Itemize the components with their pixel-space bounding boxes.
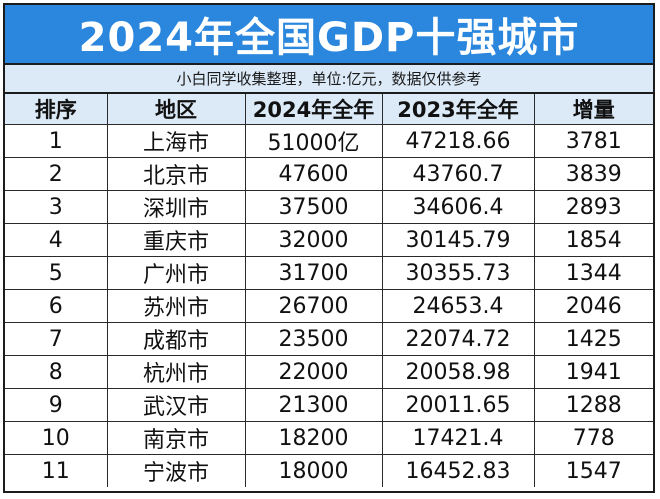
table-row: 1 上海市 51000亿 47218.66 3781 [5,124,653,158]
table-row: 9 武汉市 21300 20011.65 1288 [5,388,653,422]
gdp-2023-cell: 16452.83 [381,454,535,487]
column-header-increase: 增量 [533,94,653,125]
column-header-2024: 2024年全年 [244,94,383,125]
subtitle-note: 小白同学收集整理，单位:亿元，数据仅供参考 [5,65,653,94]
increase-cell: 1425 [533,322,653,356]
rank-cell: 7 [5,322,108,356]
gdp-2023-cell: 43760.7 [381,157,535,191]
rank-cell: 6 [5,289,108,323]
table-row: 6 苏州市 26700 24653.4 2046 [5,289,653,323]
increase-cell: 2893 [533,190,653,224]
column-header-region: 地区 [106,94,246,125]
region-cell: 苏州市 [106,289,246,323]
gdp-2024-cell: 47600 [244,157,383,191]
table-header-row: 排序 地区 2024年全年 2023年全年 增量 [5,94,653,125]
region-cell: 上海市 [106,124,246,158]
region-cell: 广州市 [106,256,246,290]
gdp-2023-cell: 24653.4 [381,289,535,323]
rank-cell: 3 [5,190,108,224]
increase-cell: 1941 [533,355,653,389]
rank-cell: 1 [5,124,108,158]
gdp-table: 排序 地区 2024年全年 2023年全年 增量 1 上海市 51000亿 47218… [5,94,653,487]
rank-cell: 9 [5,388,108,422]
rank-cell: 4 [5,223,108,257]
gdp-2023-cell: 34606.4 [381,190,535,224]
gdp-2024-cell: 23500 [244,322,383,356]
table-row: 3 深圳市 37500 34606.4 2893 [5,190,653,224]
rank-cell: 2 [5,157,108,191]
table-row: 4 重庆市 32000 30145.79 1854 [5,223,653,257]
table-row: 11 宁波市 18000 16452.83 1547 [5,454,653,487]
increase-cell: 778 [533,421,653,455]
gdp-2023-cell: 47218.66 [381,124,535,158]
region-cell: 深圳市 [106,190,246,224]
region-cell: 重庆市 [106,223,246,257]
gdp-2024-cell: 22000 [244,355,383,389]
gdp-2023-cell: 22074.72 [381,322,535,356]
increase-cell: 3839 [533,157,653,191]
table-body: 1 上海市 51000亿 47218.66 3781 2 北京市 47600 43760.7 38… [5,124,653,487]
gdp-2024-cell: 26700 [244,289,383,323]
region-cell: 成都市 [106,322,246,356]
rank-cell: 10 [5,421,108,455]
gdp-2024-cell: 18200 [244,421,383,455]
increase-cell: 1288 [533,388,653,422]
region-cell: 杭州市 [106,355,246,389]
gdp-2024-cell: 37500 [244,190,383,224]
gdp-table-card: 2024年全国GDP十强城市 小白同学收集整理，单位:亿元，数据仅供参考 排序 … [3,3,655,493]
table-row: 7 成都市 23500 22074.72 1425 [5,322,653,356]
gdp-2023-cell: 30145.79 [381,223,535,257]
table-row: 10 南京市 18200 17421.4 778 [5,421,653,455]
gdp-2023-cell: 20011.65 [381,388,535,422]
gdp-2023-cell: 20058.98 [381,355,535,389]
increase-cell: 1854 [533,223,653,257]
region-cell: 南京市 [106,421,246,455]
region-cell: 宁波市 [106,454,246,487]
region-cell: 北京市 [106,157,246,191]
page-title: 2024年全国GDP十强城市 [5,5,653,65]
gdp-2024-cell: 32000 [244,223,383,257]
increase-cell: 1547 [533,454,653,487]
table-row: 2 北京市 47600 43760.7 3839 [5,157,653,191]
region-cell: 武汉市 [106,388,246,422]
gdp-2024-cell: 51000亿 [244,124,383,158]
rank-cell: 5 [5,256,108,290]
column-header-2023: 2023年全年 [381,94,535,125]
rank-cell: 11 [5,454,108,487]
table-row: 8 杭州市 22000 20058.98 1941 [5,355,653,389]
gdp-2024-cell: 21300 [244,388,383,422]
gdp-2023-cell: 30355.73 [381,256,535,290]
rank-cell: 8 [5,355,108,389]
increase-cell: 1344 [533,256,653,290]
table-row: 5 广州市 31700 30355.73 1344 [5,256,653,290]
gdp-2024-cell: 18000 [244,454,383,487]
gdp-2023-cell: 17421.4 [381,421,535,455]
increase-cell: 2046 [533,289,653,323]
gdp-2024-cell: 31700 [244,256,383,290]
increase-cell: 3781 [533,124,653,158]
column-header-rank: 排序 [5,94,108,125]
